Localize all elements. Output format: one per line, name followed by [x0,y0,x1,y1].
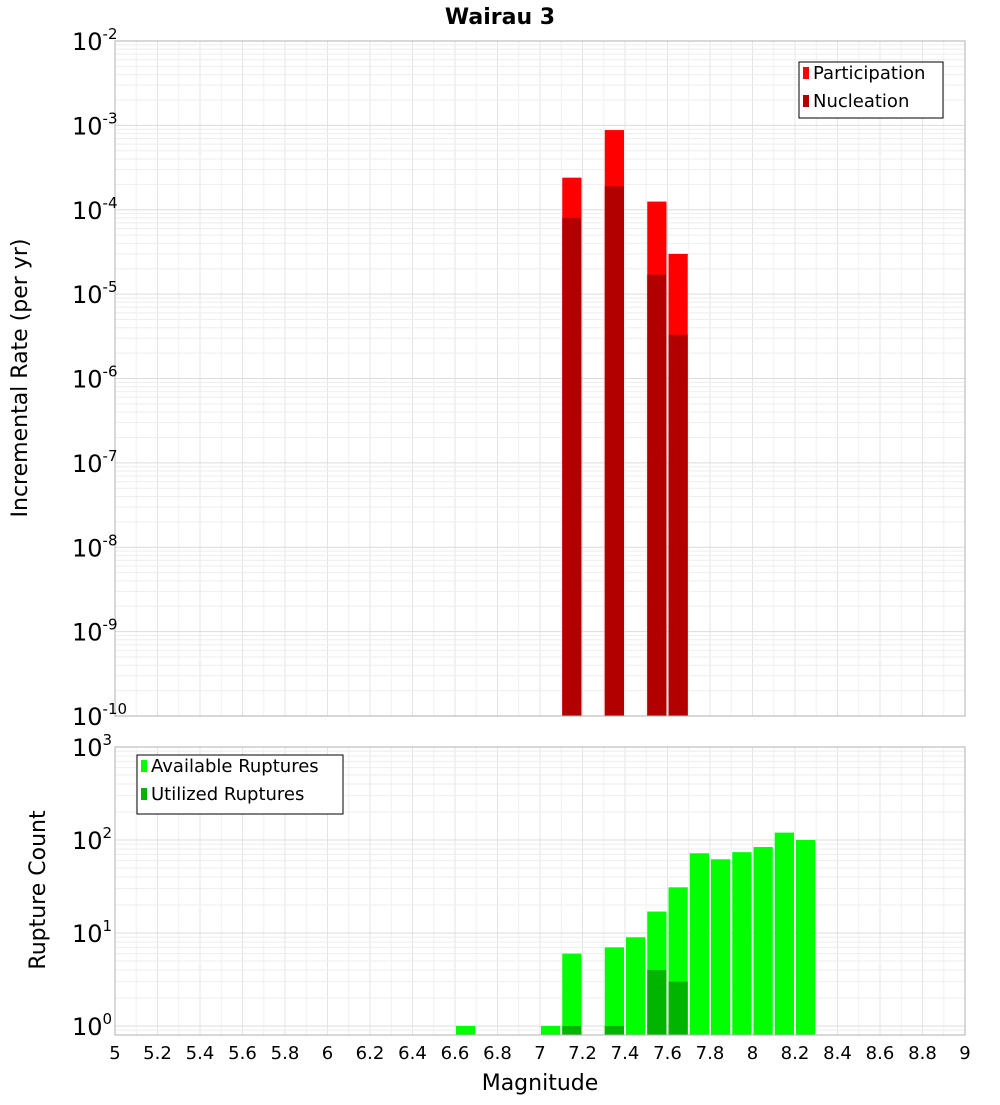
counts-bar-available-ruptures [456,1025,476,1035]
counts-bar-available-ruptures [711,859,731,1035]
counts-bar-utilized-ruptures [562,1025,582,1035]
counts-legend: Available Ruptures Utilized Ruptures [136,754,344,815]
x-tick-label: 6 [322,1043,333,1064]
rates-y-tick-label: 10-8 [72,531,118,562]
x-tick-label: 8.8 [908,1043,937,1064]
counts-bar-available-ruptures [562,953,582,1035]
x-tick-label: 9 [959,1043,970,1064]
rates-legend-label: Nucleation [813,91,909,112]
x-tick-label: 7.4 [611,1043,640,1064]
rates-legend-box [798,61,944,119]
rates-y-axis-label: Incremental Rate (per yr) [8,239,33,518]
chart-title: Wairau 3 [445,5,555,30]
x-tick-label: 7.6 [653,1043,682,1064]
counts-bar-available-ruptures [774,832,794,1035]
x-tick-label: 6.4 [398,1043,427,1064]
x-tick-label: 8.4 [823,1043,852,1064]
x-tick-label: 5.2 [143,1043,172,1064]
rates-y-tick-label: 10-4 [72,194,118,225]
counts-legend-box [136,754,344,815]
x-tick-label: 6.6 [441,1043,470,1064]
x-tick-label: 5.6 [228,1043,257,1064]
rates-legend-label: Participation [813,63,925,84]
rates-legend: Participation Nucleation [798,61,944,119]
counts-bar-available-ruptures [796,839,816,1035]
counts-y-tick-label: 101 [72,917,112,948]
x-tick-label: 6.2 [356,1043,385,1064]
rates-legend-swatch [803,67,809,79]
counts-y-tick-label: 100 [72,1010,112,1041]
rates-series-1 [562,186,688,716]
rates-plot-frame [114,40,966,717]
x-tick-label: 8.6 [866,1043,895,1064]
rates-y-tick-label: 10-10 [72,700,127,731]
rates-bar-nucleation [668,334,688,716]
rates-legend-swatch [803,95,809,107]
counts-y-tick-label: 103 [72,731,112,762]
rates-bar-nucleation [647,274,667,716]
x-tick-label: 7.8 [696,1043,725,1064]
counts-legend-label: Utilized Ruptures [151,784,304,805]
counts-bar-utilized-ruptures [668,981,688,1035]
rates-y-tick-label: 10-2 [72,25,118,56]
x-tick-label: 7.2 [568,1043,597,1064]
x-tick-label: 5.8 [271,1043,300,1064]
rates-y-tick-label: 10-7 [72,447,118,478]
x-axis-label: Magnitude [482,1071,599,1096]
counts-bar-available-ruptures [541,1025,561,1035]
x-tick-label: 6.8 [483,1043,512,1064]
counts-y-tick-label: 102 [72,824,112,855]
counts-plot-frame [114,746,966,1036]
rates-y-tick-label: 10-5 [72,278,118,309]
rates-bar-nucleation [604,186,624,716]
rates-bar-nucleation [562,217,582,716]
rates-y-tick-label: 10-9 [72,616,118,647]
counts-bar-available-ruptures [689,853,709,1035]
rates-y-tick-label: 10-3 [72,109,118,140]
x-tick-label: 7 [534,1043,545,1064]
x-tick-label: 5.4 [186,1043,215,1064]
rates-y-tick-label: 10-6 [72,363,118,394]
x-tick-label: 8 [747,1043,758,1064]
counts-legend-swatch [141,788,147,800]
x-tick-label: 5 [109,1043,120,1064]
counts-bar-available-ruptures [626,937,646,1035]
counts-bar-available-ruptures [604,947,624,1035]
counts-bar-utilized-ruptures [647,969,667,1035]
counts-y-axis-label: Rupture Count [26,810,51,970]
counts-bar-available-ruptures [732,852,752,1035]
counts-series-1 [562,969,688,1035]
counts-legend-swatch [141,760,147,772]
counts-legend-label: Available Ruptures [151,756,319,777]
counts-bar-utilized-ruptures [604,1025,624,1035]
x-tick-label: 8.2 [781,1043,810,1064]
counts-bar-available-ruptures [753,847,773,1035]
